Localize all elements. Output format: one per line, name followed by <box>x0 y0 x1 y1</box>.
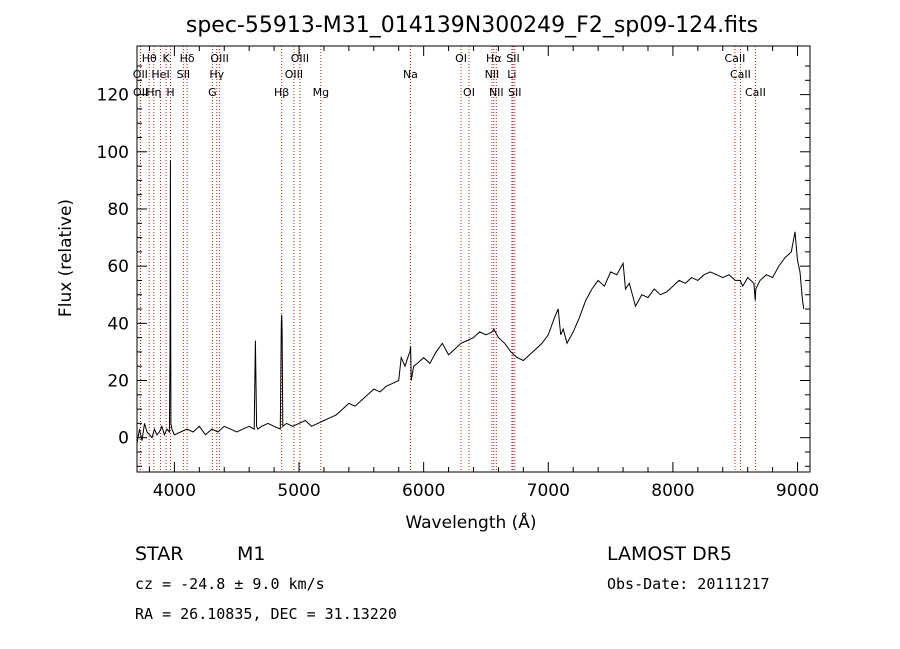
spectral-line-label: SII <box>508 86 521 99</box>
spectral-line-label: HeI <box>151 68 169 81</box>
x-tick-label: 7000 <box>527 481 570 501</box>
y-axis-label: Flux (relative) <box>56 199 76 317</box>
spectrum-line <box>136 160 805 444</box>
spectral-line-label: K <box>163 52 171 65</box>
axis-ticks <box>137 46 810 472</box>
spectral-line-label: OIII <box>210 52 228 65</box>
x-axis-label: Wavelength (Å) <box>405 511 536 533</box>
spectral-line-label: H <box>166 86 174 99</box>
spectral-line-label: Hα <box>486 52 502 65</box>
spectral-line-label: OI <box>455 52 467 65</box>
spectral-line-label: Hδ <box>180 52 195 65</box>
spectral-line-markers <box>139 46 756 472</box>
spectral-line-label: Na <box>403 68 418 81</box>
spectral-line-label: SII <box>506 52 519 65</box>
y-tick-label: 80 <box>107 200 129 220</box>
x-tick-labels: 4000 5000 6000 7000 8000 9000 <box>153 481 819 501</box>
spectral-line-label: Hβ <box>274 86 289 99</box>
object-subclass: M1 <box>237 543 265 565</box>
spectral-line-label: SII <box>177 68 190 81</box>
spectral-line-label: OIII <box>285 68 303 81</box>
redshift-velocity: cz = -24.8 ± 9.0 km/s <box>135 575 325 593</box>
spectral-line-label: OII <box>133 68 148 81</box>
y-tick-label: 40 <box>107 314 129 334</box>
x-tick-label: 5000 <box>277 481 320 501</box>
observation-date: Obs-Date: 20111217 <box>607 575 770 593</box>
spectral-line-label: Hθ <box>142 52 157 65</box>
x-tick-label: 9000 <box>776 481 819 501</box>
spectral-line-label: CaII <box>745 86 766 99</box>
survey-name: LAMOST DR5 <box>607 543 732 565</box>
spectral-line-label: Li <box>507 68 516 81</box>
spectral-line-label: Mg <box>313 86 329 99</box>
spectral-line-label: NII <box>485 68 500 81</box>
spectral-line-label: NII <box>489 86 504 99</box>
spectral-line-label: G <box>208 86 217 99</box>
spectral-line-label: CaII <box>730 68 751 81</box>
y-tick-label: 20 <box>107 372 129 392</box>
spectral-line-label: OIII <box>291 52 309 65</box>
spectral-line-label: Hη <box>146 86 161 99</box>
x-tick-label: 4000 <box>153 481 196 501</box>
spectral-line-label: Hγ <box>209 68 224 81</box>
chart-title: spec-55913-M31_014139N300249_F2_sp09-124… <box>186 13 758 38</box>
y-tick-label: 100 <box>97 143 129 163</box>
x-tick-label: 6000 <box>402 481 445 501</box>
plot-frame <box>136 45 811 473</box>
object-class: STAR <box>135 543 183 565</box>
y-tick-labels: 0 20 40 60 80 100 120 <box>97 86 129 449</box>
coordinates: RA = 26.10835, DEC = 31.13220 <box>135 605 397 623</box>
y-tick-label: 120 <box>97 86 129 106</box>
spectral-line-label: OI <box>463 86 475 99</box>
y-tick-label: 0 <box>118 429 129 449</box>
x-tick-label: 8000 <box>651 481 694 501</box>
spectral-line-label: CaII <box>725 52 746 65</box>
y-tick-label: 60 <box>107 257 129 277</box>
